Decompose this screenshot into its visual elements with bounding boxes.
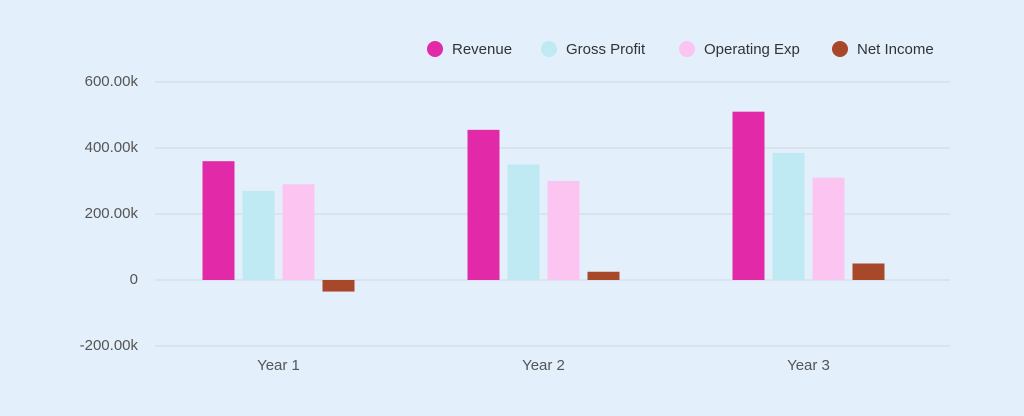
bar [202, 161, 235, 280]
bar [282, 184, 315, 280]
y-tick-label: 0 [130, 271, 138, 288]
bar [812, 177, 845, 280]
legend-label: Revenue [452, 41, 512, 58]
legend-label: Operating Exp [704, 41, 800, 58]
legend-marker [679, 41, 695, 57]
y-tick-label: 600.00k [85, 73, 139, 90]
bar [507, 164, 540, 280]
y-tick-label: 400.00k [85, 139, 139, 156]
legend-marker [832, 41, 848, 57]
y-tick-label: 200.00k [85, 205, 139, 222]
bar [772, 152, 805, 280]
legend-label: Net Income [857, 41, 934, 58]
legend-marker [427, 41, 443, 57]
x-tick-label: Year 2 [522, 357, 565, 374]
x-tick-label: Year 1 [257, 357, 300, 374]
legend-marker [541, 41, 557, 57]
bar [467, 129, 500, 280]
bar [732, 111, 765, 280]
bar [587, 271, 620, 280]
bar [242, 190, 275, 280]
y-tick-label: -200.00k [80, 337, 139, 354]
legend-label: Gross Profit [566, 41, 646, 58]
bar [547, 181, 580, 280]
bar [852, 263, 885, 280]
x-tick-label: Year 3 [787, 357, 830, 374]
bar [322, 280, 355, 292]
